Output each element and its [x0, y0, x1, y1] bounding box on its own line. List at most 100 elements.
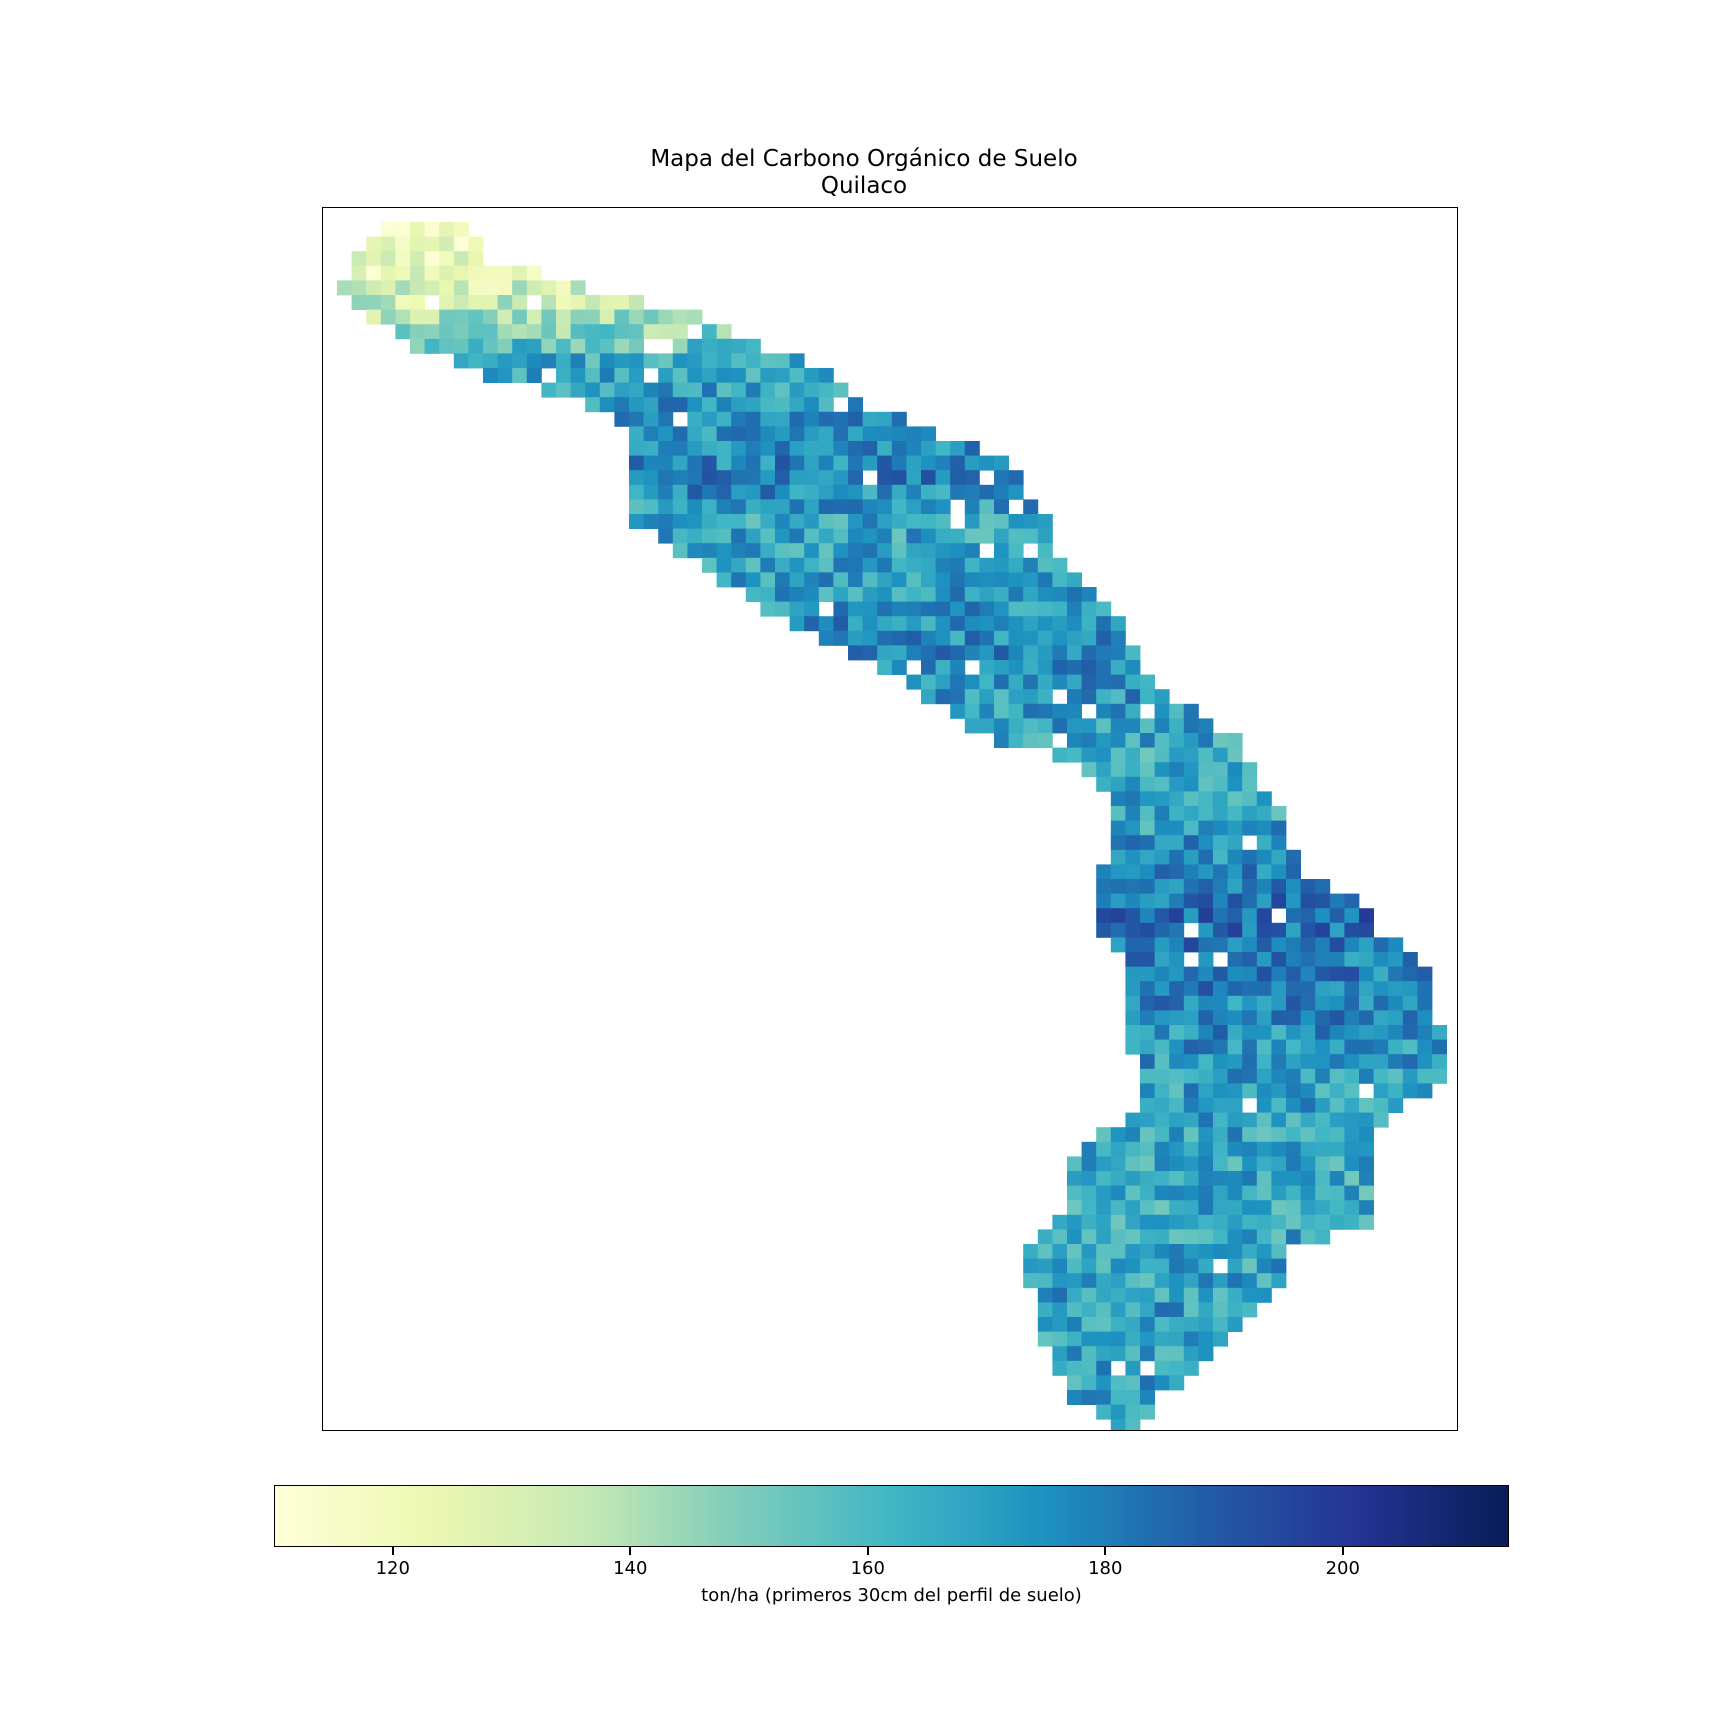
heatmap-cell [1169, 733, 1185, 748]
heatmap-cell [1417, 1010, 1433, 1026]
heatmap-cell [599, 309, 615, 325]
heatmap-cell [921, 557, 936, 573]
heatmap-cell [556, 368, 571, 383]
heatmap-cell [1271, 1083, 1287, 1099]
heatmap-cell [1315, 1098, 1331, 1113]
heatmap-cell [1183, 1258, 1199, 1274]
heatmap-cell [833, 455, 849, 471]
heatmap-cell [1271, 1200, 1287, 1216]
heatmap-cell [1052, 703, 1068, 719]
heatmap-cell [1140, 864, 1155, 880]
heatmap-cell [804, 587, 820, 602]
heatmap-cell [1125, 1273, 1141, 1289]
heatmap-cell [1067, 1200, 1082, 1216]
heatmap-cell [1140, 733, 1155, 748]
heatmap-cell [1081, 1331, 1097, 1347]
heatmap-cell [1110, 1404, 1126, 1420]
heatmap-cell [1300, 1010, 1316, 1026]
heatmap-cell [1256, 1156, 1272, 1172]
heatmap-cell [1329, 908, 1345, 924]
heatmap-cell [1067, 1185, 1082, 1201]
heatmap-cell [1169, 1010, 1185, 1026]
heatmap-cell [1213, 1039, 1228, 1055]
heatmap-cell [468, 280, 484, 296]
heatmap-cell [1154, 893, 1170, 909]
heatmap-cell [1081, 1317, 1097, 1332]
heatmap-cell [1315, 1185, 1331, 1201]
heatmap-cell [1125, 674, 1141, 690]
heatmap-cell [979, 645, 995, 661]
heatmap-cell [599, 324, 615, 340]
heatmap-cell [1037, 1273, 1053, 1289]
heatmap-cell [1198, 966, 1214, 982]
heatmap-cell [1256, 1214, 1272, 1230]
heatmap-cell [1286, 995, 1301, 1011]
heatmap-cell [1227, 1258, 1243, 1274]
heatmap-cell [1256, 1287, 1272, 1303]
heatmap-cell [1329, 1010, 1345, 1026]
heatmap-cell [1271, 1244, 1287, 1259]
heatmap-cell [672, 353, 688, 369]
heatmap-cell [1198, 1171, 1214, 1186]
heatmap-cell [862, 514, 878, 529]
heatmap-cell [1183, 893, 1199, 909]
heatmap-cell [1110, 616, 1126, 632]
heatmap-cell [1329, 1054, 1345, 1070]
heatmap-cell [1315, 1083, 1331, 1099]
heatmap-cell [1329, 1185, 1345, 1201]
heatmap-cell [1125, 1419, 1141, 1430]
heatmap-cell [702, 470, 717, 486]
heatmap-cell [1125, 893, 1141, 909]
heatmap-cell [614, 309, 630, 325]
heatmap-cell [760, 353, 776, 369]
heatmap-cell [1417, 1054, 1433, 1070]
heatmap-cell [1329, 893, 1345, 909]
heatmap-cell [1315, 952, 1331, 967]
heatmap-cell [570, 382, 586, 398]
heatmap-cell [1300, 1171, 1316, 1186]
heatmap-cell [994, 484, 1009, 500]
heatmap-cell [1052, 1360, 1068, 1376]
heatmap-cell [1417, 966, 1433, 982]
heatmap-cell [1169, 1302, 1185, 1318]
heatmap-cell [1008, 660, 1024, 675]
heatmap-cell [687, 441, 703, 456]
heatmap-cell [1227, 1185, 1243, 1201]
heatmap-cell [1213, 922, 1228, 938]
heatmap-cell [629, 411, 644, 427]
heatmap-cell [789, 426, 805, 442]
heatmap-cell [1067, 1331, 1082, 1347]
heatmap-cell [512, 353, 528, 369]
heatmap-cell [702, 338, 717, 354]
heatmap-cell [1329, 1068, 1345, 1084]
colorbar-tick-label: 160 [850, 1558, 885, 1579]
heatmap-cell [1140, 893, 1155, 909]
heatmap-cell [1023, 528, 1039, 544]
heatmap-cell [1023, 660, 1039, 675]
heatmap-cell [629, 397, 644, 413]
heatmap-cell [1110, 1258, 1126, 1274]
heatmap-cell [702, 368, 717, 383]
heatmap-cell [1286, 1083, 1301, 1099]
heatmap-cell [570, 280, 586, 296]
heatmap-cell [1125, 981, 1141, 997]
heatmap-cell [964, 703, 980, 719]
heatmap-cell [1125, 1390, 1141, 1405]
heatmap-cell [731, 528, 747, 544]
heatmap-cell [1329, 1025, 1345, 1040]
heatmap-cell [1169, 908, 1185, 924]
heatmap-cell [731, 455, 747, 471]
heatmap-cell [1344, 893, 1360, 909]
heatmap-cell [862, 616, 878, 632]
heatmap-cell [1344, 1127, 1360, 1143]
heatmap-cell [1154, 1331, 1170, 1347]
heatmap-cell [716, 426, 732, 442]
heatmap-cell [833, 557, 849, 573]
heatmap-cell [1125, 1141, 1141, 1157]
heatmap-cell [1081, 616, 1097, 632]
heatmap-cell [891, 426, 907, 442]
heatmap-cell [1140, 922, 1155, 938]
heatmap-cell [1067, 1214, 1082, 1230]
heatmap-cell [1037, 601, 1053, 617]
heatmap-cell [1315, 1112, 1331, 1128]
